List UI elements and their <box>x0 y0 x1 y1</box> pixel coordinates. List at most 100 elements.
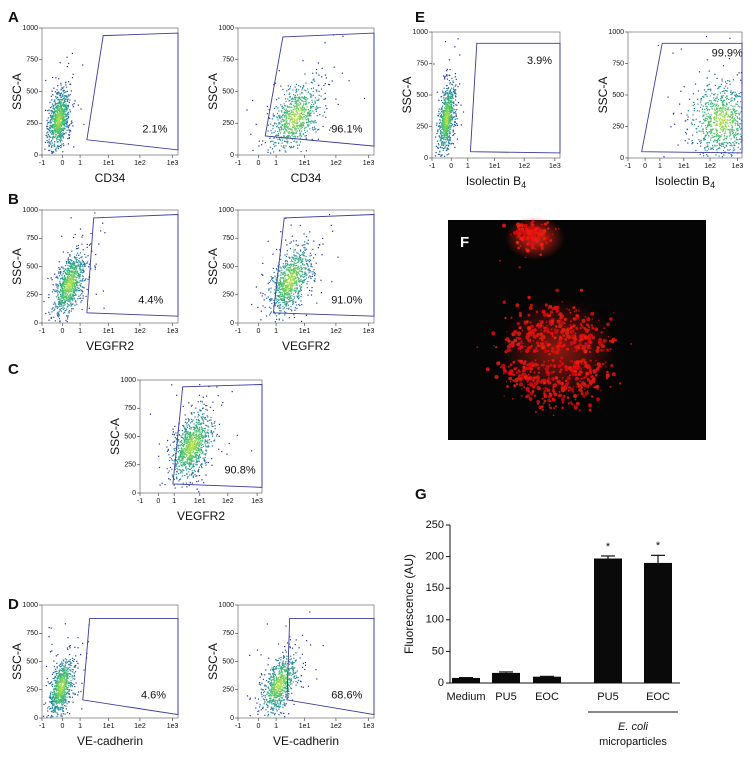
event-dot <box>298 290 300 292</box>
event-dot <box>77 263 79 265</box>
event-dot <box>297 252 299 254</box>
fluorescent-spot <box>523 233 526 236</box>
event-dot <box>62 95 64 97</box>
event-dot <box>284 111 286 113</box>
event-dot <box>195 456 197 458</box>
event-dot <box>301 260 303 262</box>
event-dot <box>48 319 50 321</box>
event-dot <box>81 236 83 238</box>
fluorescent-spot <box>586 329 590 332</box>
event-dot <box>279 249 281 251</box>
event-dot <box>293 118 296 120</box>
event-dot <box>307 113 309 115</box>
event-dot <box>45 109 47 111</box>
event-dot <box>294 98 296 100</box>
event-dot <box>291 132 293 134</box>
event-dot <box>278 123 280 125</box>
event-dot <box>297 271 299 273</box>
event-dot <box>76 276 78 279</box>
event-dot <box>188 463 190 465</box>
fluorescent-spot <box>503 395 505 397</box>
event-dot <box>55 284 57 286</box>
event-dot <box>295 264 297 266</box>
event-dot <box>292 260 294 263</box>
event-dot <box>279 114 281 116</box>
event-dot <box>58 318 61 320</box>
event-dot <box>188 443 190 445</box>
event-dot <box>54 122 56 124</box>
event-dot <box>301 92 303 94</box>
event-dot <box>301 282 304 284</box>
event-dot <box>67 287 69 289</box>
event-dot <box>279 149 281 151</box>
event-dot <box>71 265 73 267</box>
event-dot <box>246 109 248 111</box>
event-dot <box>58 314 60 316</box>
event-dot <box>74 298 76 300</box>
event-dot <box>310 88 312 90</box>
event-dot <box>59 110 61 112</box>
event-dot <box>60 134 62 136</box>
event-dot <box>295 304 298 306</box>
event-dot <box>186 446 188 448</box>
event-dot <box>293 108 295 110</box>
event-dot <box>205 464 207 466</box>
fluorescent-spot <box>560 382 564 386</box>
x-tick-label: 0 <box>256 328 260 335</box>
event-dot <box>296 252 298 254</box>
event-dot <box>292 100 294 103</box>
fluorescent-spot <box>555 406 557 408</box>
event-dot <box>286 90 288 92</box>
fluorescent-spot <box>548 353 551 356</box>
fluorescent-spot <box>573 394 578 399</box>
event-dot <box>49 313 51 315</box>
event-dot <box>84 265 86 267</box>
fluorescent-spot <box>570 320 572 323</box>
event-dot <box>290 273 293 275</box>
event-dot <box>72 297 74 299</box>
event-dot <box>64 268 66 270</box>
event-dot <box>283 298 285 300</box>
event-dot <box>292 120 294 123</box>
event-dot <box>313 257 315 259</box>
event-dot <box>293 145 295 147</box>
event-dot <box>60 273 62 275</box>
fluorescent-spot <box>532 376 536 380</box>
event-dot <box>54 115 57 117</box>
event-dot <box>287 274 289 276</box>
event-dot <box>278 313 280 315</box>
event-dot <box>292 126 294 128</box>
event-dot <box>70 273 72 276</box>
event-dot <box>51 279 53 281</box>
event-dot <box>199 384 201 386</box>
event-dot <box>281 299 283 301</box>
event-dot <box>318 98 320 100</box>
event-dot <box>290 106 292 108</box>
event-dot <box>280 298 282 300</box>
event-dot <box>298 268 301 270</box>
event-dot <box>79 252 81 254</box>
event-dot <box>290 274 292 277</box>
event-dot <box>274 275 276 277</box>
event-dot <box>188 458 191 460</box>
event-dot <box>67 304 69 306</box>
event-dot <box>63 282 65 284</box>
event-dot <box>194 449 196 451</box>
event-dot <box>275 282 277 284</box>
event-dot <box>278 284 280 286</box>
event-dot <box>76 269 78 271</box>
event-dot <box>286 282 289 284</box>
event-dot <box>273 305 275 307</box>
event-dot <box>46 123 49 125</box>
event-dot <box>289 112 292 114</box>
event-dot <box>297 290 299 292</box>
event-dot <box>291 263 293 266</box>
event-dot <box>71 260 73 262</box>
event-dot <box>169 479 171 481</box>
fluorescent-spot <box>544 304 547 307</box>
event-dot <box>79 277 81 279</box>
event-dot <box>196 425 198 428</box>
event-dot <box>65 268 67 271</box>
event-dot <box>295 103 298 105</box>
event-dot <box>283 281 285 283</box>
